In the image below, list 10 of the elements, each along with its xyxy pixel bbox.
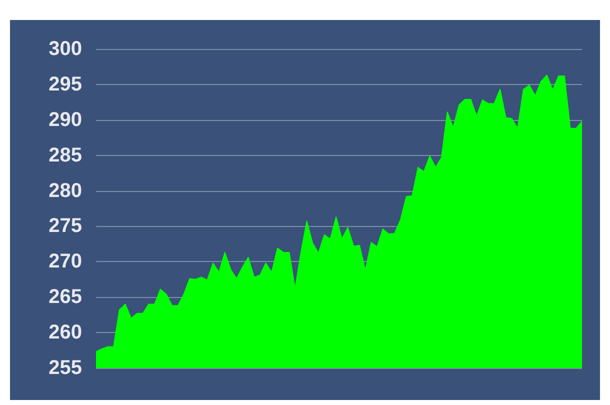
y-tick-label: 265 xyxy=(48,286,82,308)
y-tick-label: 290 xyxy=(48,108,82,131)
y-tick-label: 260 xyxy=(48,322,82,344)
y-tick-label: 275 xyxy=(48,215,82,238)
y-tick-label: 280 xyxy=(48,180,82,202)
y-tick-label: 270 xyxy=(48,250,82,273)
y-tick-label: 300 xyxy=(48,38,82,60)
y-tick-label: 285 xyxy=(48,144,82,166)
y-tick-label: 295 xyxy=(48,73,82,96)
y-tick-label: 255 xyxy=(48,357,82,379)
